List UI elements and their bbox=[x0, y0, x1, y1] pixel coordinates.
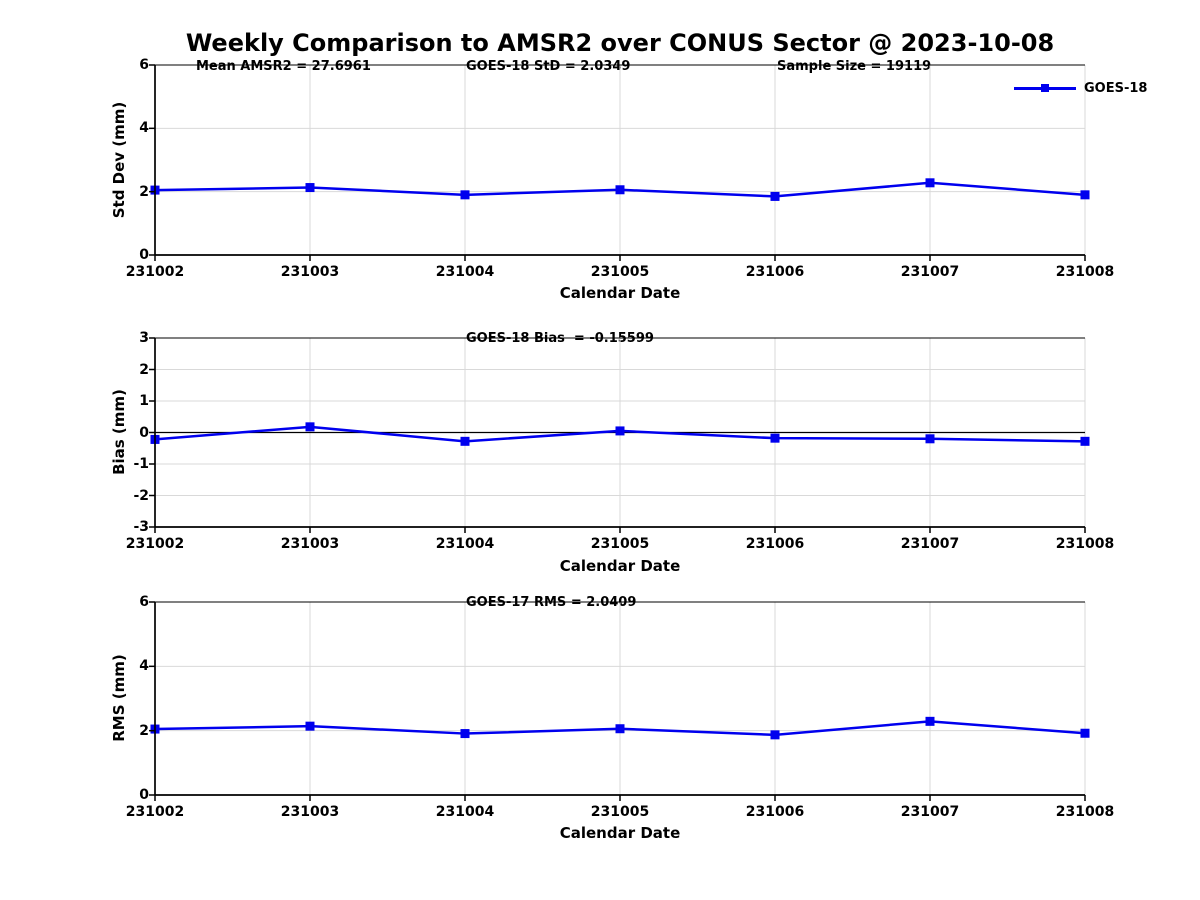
data-point-marker bbox=[770, 433, 780, 443]
annotation-sample-size: Sample Size = 19119 bbox=[777, 59, 932, 74]
data-point-marker bbox=[770, 730, 780, 740]
x-axis-label-rms: Calendar Date bbox=[559, 824, 681, 842]
data-point-marker bbox=[150, 185, 160, 195]
x-tick-label: 231006 bbox=[745, 804, 805, 820]
data-point-marker bbox=[615, 724, 625, 734]
x-tick-label: 231007 bbox=[900, 536, 960, 552]
x-axis-label-bias: Calendar Date bbox=[559, 557, 681, 575]
legend-marker-icon bbox=[1041, 84, 1049, 92]
x-tick-label: 231007 bbox=[900, 804, 960, 820]
y-tick-label: -3 bbox=[133, 519, 149, 535]
data-line bbox=[154, 181, 1086, 198]
y-tick-label: -1 bbox=[133, 456, 149, 472]
y-tick-label: 0 bbox=[139, 247, 149, 263]
y-tick-label: 6 bbox=[139, 594, 149, 610]
data-point-marker bbox=[305, 422, 315, 432]
x-tick-label: 231008 bbox=[1055, 264, 1115, 280]
x-tick-label: 231005 bbox=[590, 804, 650, 820]
legend-line-icon bbox=[1014, 87, 1076, 90]
y-tick-label: 6 bbox=[139, 57, 149, 73]
data-point-marker bbox=[1080, 436, 1090, 446]
legend: GOES-18 bbox=[1014, 80, 1147, 96]
x-tick-label: 231004 bbox=[435, 264, 495, 280]
x-tick-label: 231002 bbox=[125, 264, 185, 280]
y-tick-label: 4 bbox=[139, 120, 149, 137]
x-tick-label: 231005 bbox=[590, 264, 650, 280]
x-tick-label: 231006 bbox=[745, 536, 805, 552]
figure-title: Weekly Comparison to AMSR2 over CONUS Se… bbox=[185, 29, 1055, 57]
stddev-plot-area bbox=[149, 64, 1090, 261]
y-tick-label: 0 bbox=[139, 424, 149, 441]
annotation-mean-amsr2: Mean AMSR2 = 27.6961 bbox=[196, 59, 371, 74]
data-point-marker bbox=[925, 178, 935, 188]
x-tick-label: 231004 bbox=[435, 804, 495, 820]
y-tick-label: 2 bbox=[139, 722, 149, 739]
data-point-marker bbox=[460, 190, 470, 200]
data-point-marker bbox=[150, 434, 160, 444]
data-point-marker bbox=[1080, 190, 1090, 200]
x-tick-label: 231008 bbox=[1055, 536, 1115, 552]
annotation-goes18-std: GOES-18 StD = 2.0349 bbox=[466, 59, 631, 74]
y-tick-label: 4 bbox=[139, 658, 149, 675]
data-point-marker bbox=[770, 191, 780, 201]
legend-line-sample bbox=[1014, 83, 1076, 93]
data-point-marker bbox=[460, 436, 470, 446]
y-tick-label: 1 bbox=[139, 393, 149, 409]
x-tick-label: 231002 bbox=[125, 536, 185, 552]
legend-label: GOES-18 bbox=[1084, 80, 1148, 96]
data-point-marker bbox=[305, 721, 315, 731]
y-axis-label-bias: Bias (mm) bbox=[110, 389, 128, 475]
data-point-marker bbox=[615, 426, 625, 436]
y-tick-label: 2 bbox=[139, 361, 149, 378]
x-tick-label: 231005 bbox=[590, 536, 650, 552]
data-point-marker bbox=[925, 434, 935, 444]
x-tick-label: 231007 bbox=[900, 264, 960, 280]
y-axis-label-rms: RMS (mm) bbox=[110, 654, 128, 742]
y-tick-label: -2 bbox=[133, 487, 149, 504]
data-point-marker bbox=[305, 183, 315, 193]
x-tick-label: 231004 bbox=[435, 536, 495, 552]
data-point-marker bbox=[1080, 728, 1090, 738]
data-point-marker bbox=[925, 716, 935, 726]
x-axis-label-stddev: Calendar Date bbox=[559, 284, 681, 302]
x-tick-label: 231008 bbox=[1055, 804, 1115, 820]
rms-plot-area bbox=[149, 601, 1090, 801]
data-line bbox=[154, 720, 1086, 737]
y-axis-label-stddev: Std Dev (mm) bbox=[110, 101, 128, 219]
bias-plot-area bbox=[149, 337, 1090, 533]
x-tick-label: 231003 bbox=[280, 804, 340, 820]
data-line bbox=[154, 425, 1086, 443]
x-tick-label: 231003 bbox=[280, 264, 340, 280]
y-tick-label: 2 bbox=[139, 183, 149, 200]
data-point-marker bbox=[460, 729, 470, 739]
y-tick-label: 3 bbox=[139, 330, 149, 346]
data-point-marker bbox=[150, 724, 160, 734]
x-tick-label: 231006 bbox=[745, 264, 805, 280]
x-tick-label: 231003 bbox=[280, 536, 340, 552]
annotation-goes18-bias: GOES-18 Bias = -0.15599 bbox=[466, 331, 654, 346]
data-point-marker bbox=[615, 185, 625, 195]
y-tick-label: 0 bbox=[139, 787, 149, 803]
annotation-goes17-rms: GOES-17 RMS = 2.0409 bbox=[466, 595, 637, 610]
x-tick-label: 231002 bbox=[125, 804, 185, 820]
